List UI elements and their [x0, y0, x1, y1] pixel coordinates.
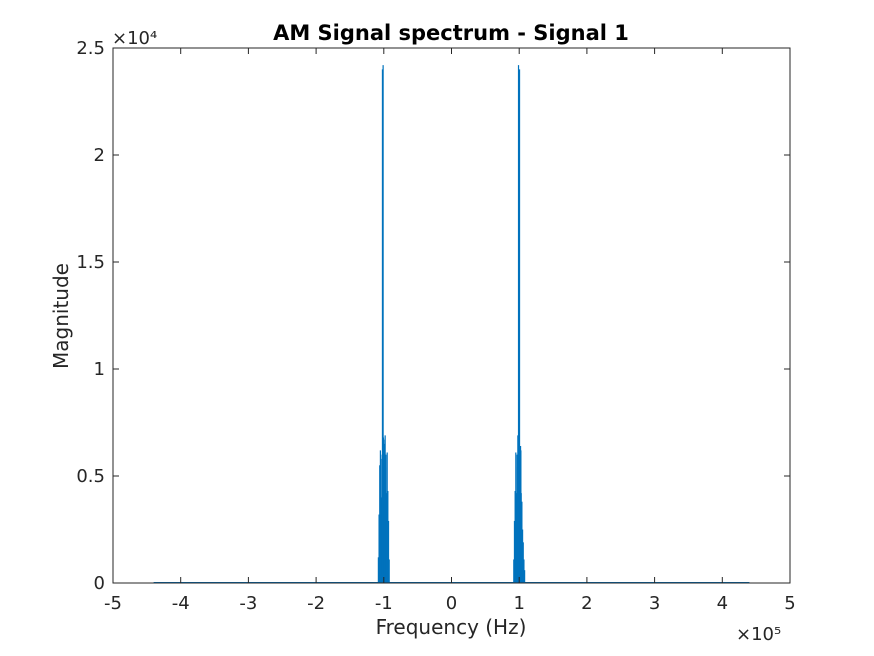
plot-area [113, 48, 790, 583]
x-tick-label: -4 [172, 593, 190, 614]
x-tick-label: 2 [581, 593, 592, 614]
tick-layer: -5 -4 -3 -2 -1 0 1 2 3 4 5 0 0.5 1 1.5 2 2.5 [76, 38, 795, 614]
x-tick-label: 4 [717, 593, 728, 614]
series-layer [153, 65, 750, 583]
x-tick-label: -2 [307, 593, 325, 614]
x-tick-label: 5 [784, 593, 795, 614]
x-tick-label: 1 [513, 593, 524, 614]
x-tick-label: -3 [239, 593, 257, 614]
axes-box [112, 47, 791, 584]
y-tick-label: 1.5 [76, 252, 105, 273]
x-tick-label: 0 [446, 593, 457, 614]
x-axis-label: Frequency (Hz) [376, 615, 527, 639]
y-tick-label: 1 [94, 359, 105, 380]
y-tick-label: 0 [94, 573, 105, 594]
y-axis-exponent: ×10⁴ [112, 28, 157, 49]
x-axis-exponent: ×10⁵ [736, 624, 781, 645]
chart-title: AM Signal spectrum - Signal 1 [273, 21, 629, 45]
x-tick-label: -5 [104, 593, 122, 614]
y-tick-label: 2.5 [76, 38, 105, 59]
x-tick-label: -1 [375, 593, 393, 614]
y-axis-label: Magnitude [49, 263, 73, 369]
x-tick-label: 3 [649, 593, 660, 614]
y-tick-label: 2 [94, 145, 105, 166]
y-tick-label: 0.5 [76, 466, 105, 487]
